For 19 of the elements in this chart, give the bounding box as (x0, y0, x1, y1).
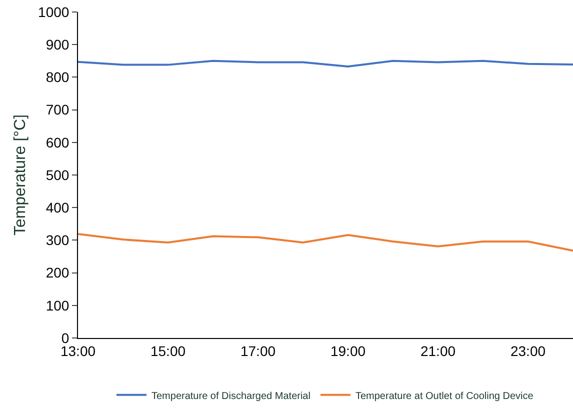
legend-label: Temperature of Discharged Material (152, 390, 310, 402)
legend-label: Temperature at Outlet of Cooling Device (355, 390, 534, 402)
x-tick-label: 21:00 (420, 342, 456, 359)
line-series (78, 233, 573, 252)
y-tick-label: 100 (46, 297, 70, 314)
x-tick-label: 19:00 (330, 342, 366, 359)
y-tick-label: 400 (46, 200, 70, 216)
y-tick-label: 800 (46, 69, 70, 86)
x-tick-label: 23:00 (510, 342, 546, 359)
y-tick-label: 200 (46, 264, 70, 281)
x-tick-label: 15:00 (150, 342, 186, 359)
y-tick-label: 500 (46, 166, 70, 183)
y-tick-label: 900 (46, 36, 70, 52)
y-axis-title: Temperature [°C] (12, 114, 29, 236)
x-tick-label: 17:00 (240, 342, 276, 359)
y-tick-label: 1000 (38, 4, 70, 20)
y-tick-label: 600 (46, 134, 70, 150)
y-tick-label: 300 (46, 232, 70, 248)
y-tick-label: 700 (46, 102, 70, 118)
